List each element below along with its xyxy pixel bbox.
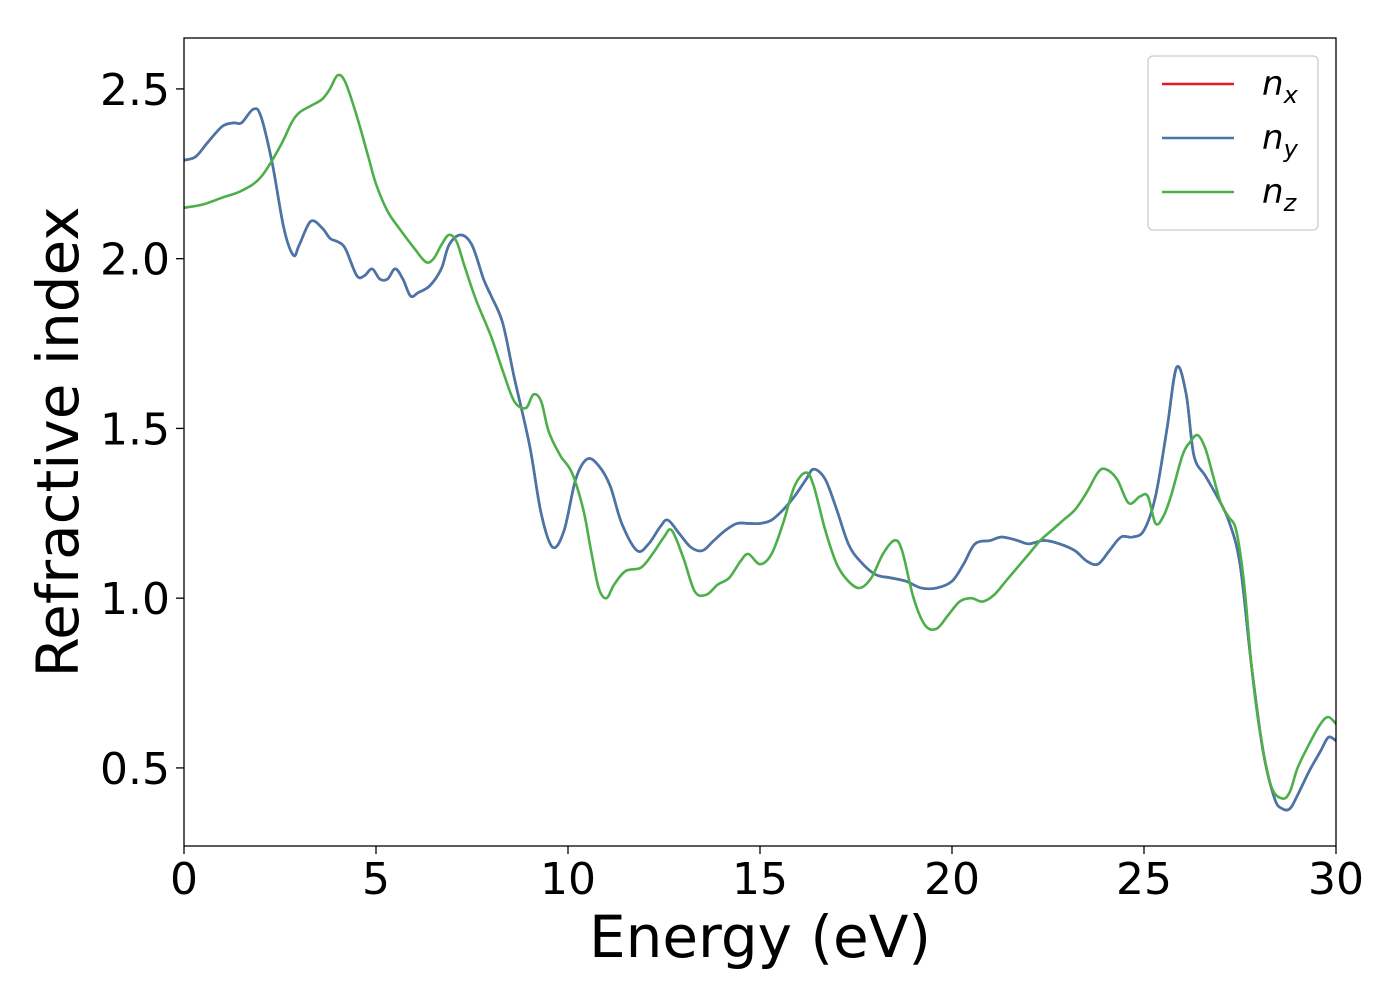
series-line-ny (184, 107, 1336, 812)
x-tick-label: 0 (170, 854, 198, 905)
x-tick-label: 15 (732, 854, 788, 905)
y-tick-label: 2.5 (100, 65, 170, 116)
y-tick-label: 0.5 (100, 744, 170, 795)
x-tick-label: 30 (1308, 854, 1364, 905)
legend-label-x: nx (1262, 64, 1299, 109)
y-tick-label: 1.5 (100, 404, 170, 455)
x-tick-label: 10 (540, 854, 596, 905)
x-tick-label: 25 (1116, 854, 1172, 905)
x-tick-label: 20 (924, 854, 980, 905)
legend-box (1147, 55, 1319, 231)
legend-label-y: ny (1262, 118, 1299, 163)
x-tick-label: 5 (362, 854, 390, 905)
y-tick-label: 2.0 (100, 235, 170, 286)
x-axis-title: Energy (eV) (589, 903, 931, 971)
legend: nx ny nz (1147, 55, 1319, 231)
y-tick-label: 1.0 (100, 574, 170, 625)
legend-label-z: nz (1262, 172, 1298, 217)
y-axis: 0.5 1.0 1.5 2.0 2.5 (100, 65, 184, 795)
y-axis-title: Refractive index (24, 206, 92, 677)
series-layer (184, 73, 1336, 812)
series-line-nz (184, 73, 1336, 801)
x-axis: 0 5 10 15 20 25 30 (170, 846, 1364, 905)
